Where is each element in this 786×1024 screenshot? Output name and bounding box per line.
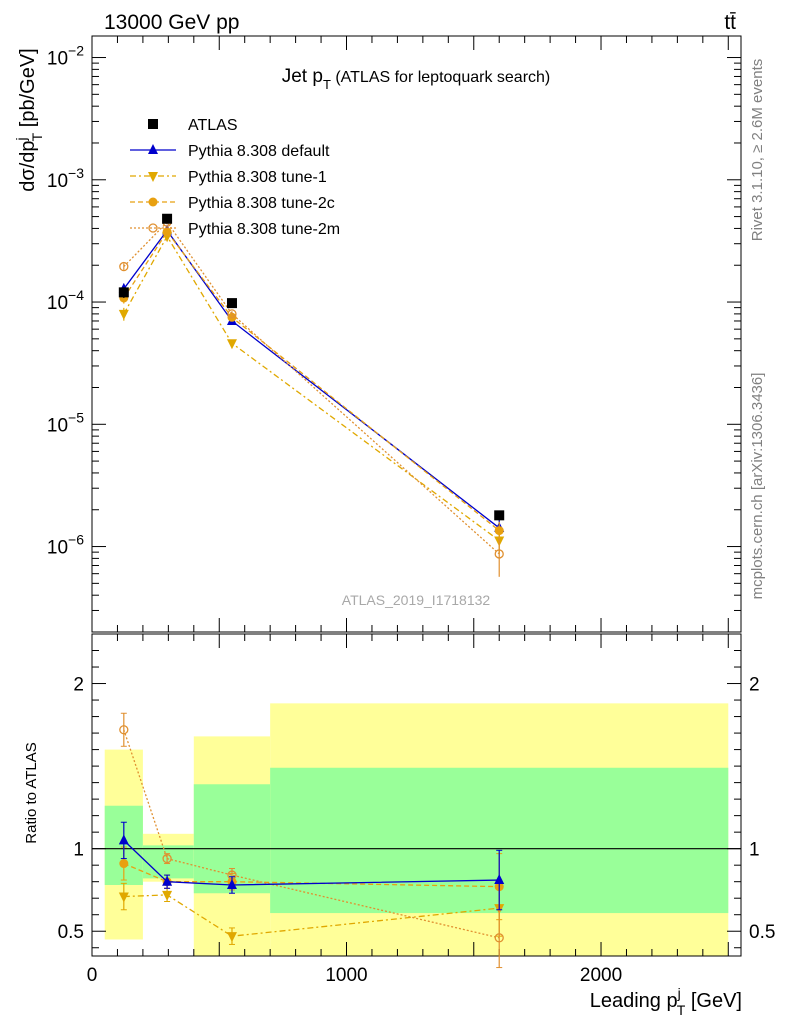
series-tune2c [119, 227, 504, 542]
ratio-panel: 0.5 0.5 1 1 2 2 0 1000 2000 [58, 633, 775, 986]
ratio-point [118, 834, 129, 845]
legend-label: ATLAS [188, 117, 238, 134]
legend-item: Pythia 8.308 tune-1 [130, 169, 327, 186]
ratio-frame [91, 633, 742, 957]
ratio-point [118, 892, 129, 903]
ratio-point [494, 933, 504, 943]
series-line [123, 234, 500, 542]
ratio-point [226, 878, 237, 889]
legend-marker [148, 144, 158, 154]
data-point [162, 227, 172, 237]
legend-item: ATLAS [148, 117, 238, 134]
mcplots-label: mcplots.cern.ch [arXiv:1306.3436] [749, 373, 766, 600]
series-tune2m [119, 217, 504, 577]
data-point [494, 549, 504, 559]
legend-item: Pythia 8.308 tune-2m [130, 221, 340, 238]
data-point [118, 309, 129, 320]
ratio-series-line [123, 839, 500, 886]
analysis-watermark: ATLAS_2019_I1718132 [342, 592, 491, 608]
y-tick-label: 10−3 [47, 165, 84, 192]
legend-marker [148, 172, 158, 182]
x-tick-label: 0 [87, 965, 98, 986]
ratio-point [119, 725, 129, 735]
data-point [162, 213, 173, 224]
series-line [123, 230, 500, 532]
data-point [119, 261, 129, 272]
main-frame [91, 35, 742, 633]
data-point [226, 339, 237, 350]
series-line [123, 229, 500, 529]
x-tick-label: 1000 [325, 965, 367, 986]
legend-label: Pythia 8.308 tune-2c [188, 195, 335, 212]
legend-marker [148, 197, 158, 207]
beam-label: 13000 GeV pp [104, 11, 239, 34]
series-data [118, 213, 505, 521]
legend-label: Pythia 8.308 tune-2m [188, 221, 340, 238]
ratio-point [162, 875, 173, 886]
process-label: tt̄ [724, 11, 736, 34]
y-tick-label: 10−5 [47, 409, 84, 436]
legend-marker [148, 223, 158, 233]
legend: ATLAS Pythia 8.308 default Pythia 8.308 tu… [130, 117, 340, 238]
data-point [494, 510, 505, 521]
ratio-series-line [123, 729, 500, 939]
main-panel: 10−6 10−5 10−4 10−3 10−2 [47, 35, 742, 633]
legend-label: Pythia 8.308 tune-1 [188, 169, 327, 186]
ratio-series-default [118, 821, 505, 911]
ratio-y-tick-label: 1 [73, 840, 84, 861]
chart-title: Jet pT (ATLAS for leptoquark search) [282, 66, 551, 92]
ratio-point [162, 853, 172, 864]
legend-marker [148, 119, 158, 129]
x-axis-label: Leading pj T [GeV] [590, 985, 742, 1018]
ratio-y-tick-label: 0.5 [58, 922, 84, 943]
series-tune1 [118, 232, 505, 554]
rivet-label: Rivet 3.1.10, ≥ 2.6M events [749, 59, 766, 242]
data-point [226, 298, 237, 309]
ratio-point [162, 890, 173, 901]
y-tick-label: 10−6 [47, 532, 84, 559]
ratio-point [494, 874, 505, 885]
y-axis-label: dσ/dpjT [pb/GeV] [13, 48, 45, 191]
series-line [123, 221, 500, 555]
ratio-point [226, 932, 237, 943]
y-tick-label: 10−4 [47, 287, 84, 314]
data-point [118, 287, 129, 298]
ratio-y-tick-label: 2 [749, 675, 760, 696]
x-tick-label: 2000 [580, 965, 622, 986]
ratio-y-tick-label: 2 [73, 675, 84, 696]
legend-label: Pythia 8.308 default [188, 143, 330, 160]
ratio-point [119, 859, 129, 869]
ratio-y-axis-label: Ratio to ATLAS [23, 742, 40, 843]
legend-item: Pythia 8.308 tune-2c [130, 195, 335, 212]
ratio-y-tick-label: 0.5 [749, 922, 775, 943]
ratio-series-tune2m [119, 712, 504, 969]
legend-item: Pythia 8.308 default [130, 143, 330, 160]
data-point [494, 526, 504, 536]
data-point [227, 309, 237, 319]
ratio-y-tick-label: 1 [749, 840, 760, 861]
y-tick-label: 10−2 [47, 43, 84, 70]
ratio-series-line [123, 894, 500, 937]
